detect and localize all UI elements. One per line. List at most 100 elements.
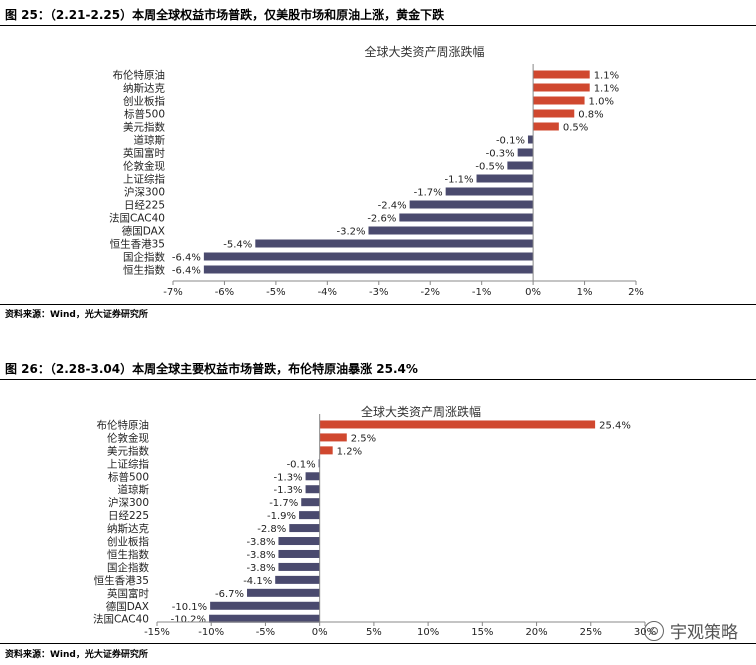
value-label: 0.5% — [563, 123, 588, 134]
x-tick-label: 2% — [628, 287, 644, 298]
bar-9 — [289, 524, 320, 533]
category-label: 法国CAC40 — [109, 212, 165, 225]
figure-26-header-rule — [0, 379, 756, 380]
value-label: -2.4% — [378, 201, 407, 212]
value-label: -0.1% — [496, 136, 525, 147]
bar-11 — [278, 549, 320, 558]
x-tick-label: 20% — [525, 627, 547, 638]
watermark-text: 宇观策略 — [670, 623, 738, 643]
category-label: 德国DAX — [122, 225, 165, 238]
value-label: -4.1% — [243, 576, 272, 587]
bar-10 — [445, 187, 534, 196]
x-tick-label: 0% — [525, 287, 541, 298]
category-label: 恒生香港35 — [110, 238, 165, 251]
value-label: -1.7% — [269, 498, 298, 509]
value-label: -6.4% — [172, 253, 201, 264]
bar-13 — [368, 226, 534, 235]
value-label: -1.3% — [274, 485, 303, 496]
bar-15 — [203, 252, 534, 261]
bar-1 — [319, 420, 596, 429]
category-label: 标普500 — [108, 470, 149, 483]
category-label: 德国DAX — [106, 600, 149, 613]
category-label: 沪深300 — [108, 496, 149, 509]
figure-25-title: 图 25：（2.21-2.25）本周全球权益市场普跌，仅美股市场和原油上涨，黄金… — [5, 8, 445, 22]
category-label: 创业板指 — [107, 535, 149, 548]
category-label: 日经225 — [124, 199, 165, 212]
value-label: -2.6% — [367, 214, 396, 225]
x-tick-label: 15% — [471, 627, 493, 638]
category-label: 英国富时 — [107, 587, 149, 600]
chart-title: 全球大类资产周涨跌幅 — [361, 404, 481, 419]
category-label: 伦敦金现 — [123, 160, 165, 173]
value-label: -3.8% — [246, 537, 275, 548]
bar-14 — [247, 588, 320, 597]
value-label: 1.2% — [337, 446, 362, 457]
value-label: -0.1% — [287, 459, 316, 470]
bar-14 — [255, 239, 534, 248]
value-label: -1.1% — [445, 175, 474, 186]
value-label: 1.0% — [589, 97, 614, 108]
category-label: 美元指数 — [123, 121, 165, 134]
bar-8 — [507, 161, 534, 170]
x-tick-label: 25% — [580, 627, 602, 638]
value-label: -0.3% — [486, 149, 515, 160]
bar-4 — [318, 459, 320, 468]
x-tick-label: -7% — [163, 287, 182, 298]
bar-4 — [533, 109, 575, 118]
category-label: 国企指数 — [123, 251, 165, 264]
category-label: 伦敦金现 — [107, 431, 149, 444]
value-label: 0.8% — [578, 110, 603, 121]
figure-25-footer-rule — [0, 304, 756, 305]
x-tick-label: 5% — [366, 627, 382, 638]
category-label: 创业板指 — [123, 95, 165, 108]
category-label: 恒生指数 — [107, 548, 149, 561]
bar-12 — [278, 562, 320, 571]
value-label: 1.1% — [594, 84, 619, 95]
value-label: 2.5% — [351, 433, 376, 444]
bar-2 — [533, 83, 590, 92]
category-label: 上证综指 — [123, 173, 165, 186]
bar-7 — [517, 148, 534, 157]
value-label: -0.5% — [475, 162, 504, 173]
value-label: -6.7% — [215, 589, 244, 600]
category-label: 道琼斯 — [118, 483, 150, 496]
chart-title: 全球大类资产周涨跌幅 — [364, 44, 484, 59]
bar-3 — [319, 446, 333, 455]
value-label: -3.8% — [246, 550, 275, 561]
category-label: 法国CAC40 — [93, 613, 149, 626]
figure-25-header-rule — [0, 25, 756, 26]
category-label: 道琼斯 — [134, 134, 166, 147]
figure-26-title: 图 26：（2.28-3.04）本周全球主要权益市场普跌，布伦特原油暴涨 25.… — [5, 362, 418, 376]
category-label: 上证综指 — [107, 457, 149, 470]
x-tick-label: -1% — [472, 287, 491, 298]
figure-26-footer-rule — [0, 643, 756, 644]
value-label: -1.9% — [267, 511, 296, 522]
value-label: -10.1% — [172, 602, 207, 613]
bar-10 — [278, 537, 320, 546]
bar-1 — [533, 70, 590, 79]
bar-5 — [305, 472, 320, 481]
x-tick-label: 1% — [577, 287, 593, 298]
category-label: 日经225 — [108, 509, 149, 522]
x-tick-label: 10% — [417, 627, 439, 638]
x-tick-label: -2% — [420, 287, 439, 298]
value-label: -3.8% — [246, 563, 275, 574]
bar-6 — [527, 135, 534, 144]
value-label: 1.1% — [594, 71, 619, 82]
x-tick-label: -5% — [266, 287, 285, 298]
bar-5 — [533, 122, 559, 131]
category-label: 布伦特原油 — [113, 69, 166, 82]
figure-26-source: 资料来源：Wind，光大证券研究所 — [5, 650, 148, 660]
x-tick-label: -10% — [198, 627, 224, 638]
x-tick-label: -3% — [369, 287, 388, 298]
category-label: 恒生指数 — [123, 264, 165, 277]
x-tick-label: 0% — [312, 627, 328, 638]
bar-9 — [476, 174, 534, 183]
category-label: 纳斯达克 — [123, 82, 165, 95]
category-label: 国企指数 — [107, 561, 149, 574]
category-label: 布伦特原油 — [97, 418, 150, 431]
category-label: 沪深300 — [124, 186, 165, 199]
value-label: -3.2% — [336, 227, 365, 238]
